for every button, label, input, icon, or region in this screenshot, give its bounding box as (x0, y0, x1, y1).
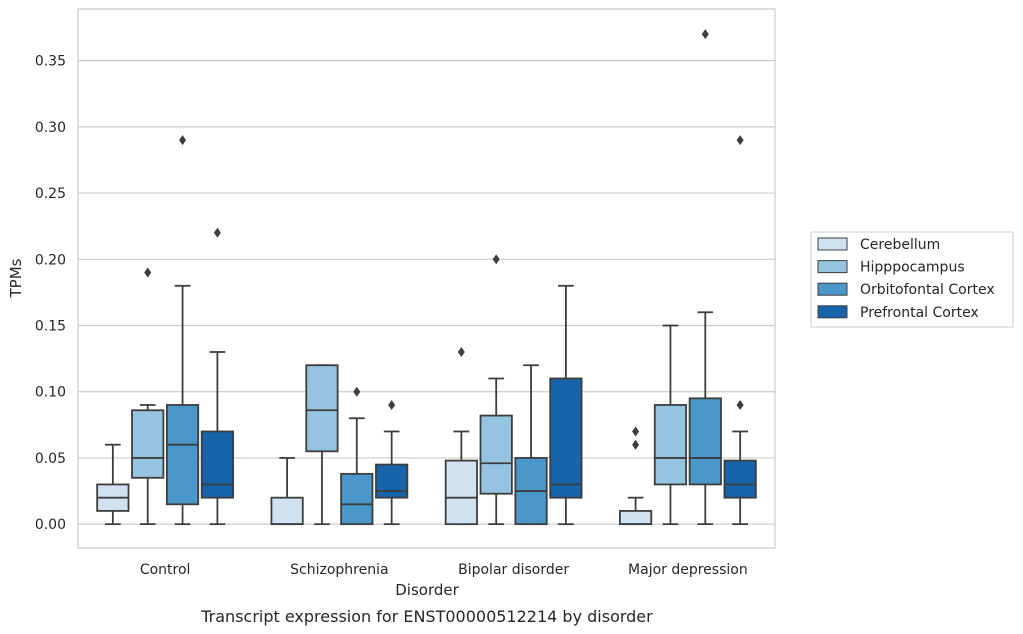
box-prefrontal-cortex (723, 135, 757, 526)
box-body (270, 496, 304, 526)
box-series (96, 29, 757, 526)
outlier-marker (213, 227, 221, 238)
y-tick-label: 0.00 (35, 517, 66, 533)
y-tick-label: 0.05 (35, 451, 66, 467)
box-body (723, 459, 757, 499)
box-body (444, 459, 478, 526)
y-tick-labels: 0.00 0.05 0.10 0.15 0.20 0.25 0.30 0.35 (35, 54, 66, 534)
outlier-marker (632, 426, 640, 437)
legend-label: Cerebellum (860, 237, 940, 253)
box-body (165, 404, 200, 506)
y-tick-label: 0.10 (35, 385, 66, 401)
outlier-marker (736, 399, 744, 410)
y-axis-label: TPMs (7, 258, 25, 298)
legend-swatch (817, 305, 848, 319)
x-tick-label: Control (140, 562, 191, 578)
outlier-marker (388, 399, 396, 410)
box-body (688, 397, 722, 486)
box-body (653, 404, 688, 486)
box-hipppocampus (131, 267, 165, 526)
box-orbitofontal-cortex (165, 135, 200, 526)
x-axis-label: Disorder (395, 581, 459, 599)
y-tick-label: 0.25 (35, 186, 66, 202)
outlier-marker (701, 29, 709, 40)
box-body (340, 472, 374, 526)
outlier-marker (632, 439, 640, 450)
box-hipppocampus (479, 254, 513, 526)
box-body (200, 430, 234, 499)
x-tick-label: Bipolar disorder (458, 562, 569, 578)
box-body (131, 409, 165, 479)
legend-swatch (817, 260, 848, 274)
box-body (375, 463, 409, 499)
box-body (305, 364, 339, 453)
outlier-marker (353, 386, 361, 397)
box-orbitofontal-cortex (514, 364, 548, 526)
box-orbitofontal-cortex (688, 29, 722, 526)
box-body (619, 510, 653, 526)
box-prefrontal-cortex (200, 227, 234, 526)
box-hipppocampus (653, 324, 688, 526)
box-orbitofontal-cortex (340, 386, 374, 526)
outlier-marker (492, 254, 500, 265)
y-tick-label: 0.30 (35, 120, 66, 136)
x-tick-label: Schizophrenia (290, 562, 388, 578)
y-tick-label: 0.35 (35, 54, 66, 70)
box-cerebellum (619, 426, 653, 526)
outlier-marker (144, 267, 152, 278)
box-cerebellum (444, 347, 478, 526)
y-tick-label: 0.20 (35, 252, 66, 268)
box-prefrontal-cortex (549, 284, 583, 526)
outlier-marker (457, 347, 465, 357)
box-body (479, 414, 513, 495)
y-tick-label: 0.15 (35, 319, 66, 335)
outlier-marker (736, 135, 744, 146)
box-hipppocampus (305, 364, 339, 526)
x-tick-label: Major depression (628, 562, 748, 578)
x-tick-labels: Control Schizophrenia Bipolar disorder Majo… (140, 562, 748, 578)
legend-swatch (817, 237, 848, 251)
chart-caption: Transcript expression for ENST0000051221… (200, 607, 653, 626)
outlier-marker (179, 135, 187, 146)
box-body (549, 377, 583, 499)
box-cerebellum (270, 457, 304, 526)
legend-swatch (817, 282, 848, 296)
box-prefrontal-cortex (375, 399, 409, 526)
legend-label: Hipppocampus (860, 260, 965, 276)
legend: Cerebellum Hipppocampus Orbitofontal Corte… (810, 231, 1014, 328)
box-cerebellum (96, 443, 130, 526)
legend-label: Orbitofontal Cortex (860, 282, 995, 298)
plot-frame (77, 8, 776, 549)
legend-label: Prefrontal Cortex (860, 305, 979, 321)
